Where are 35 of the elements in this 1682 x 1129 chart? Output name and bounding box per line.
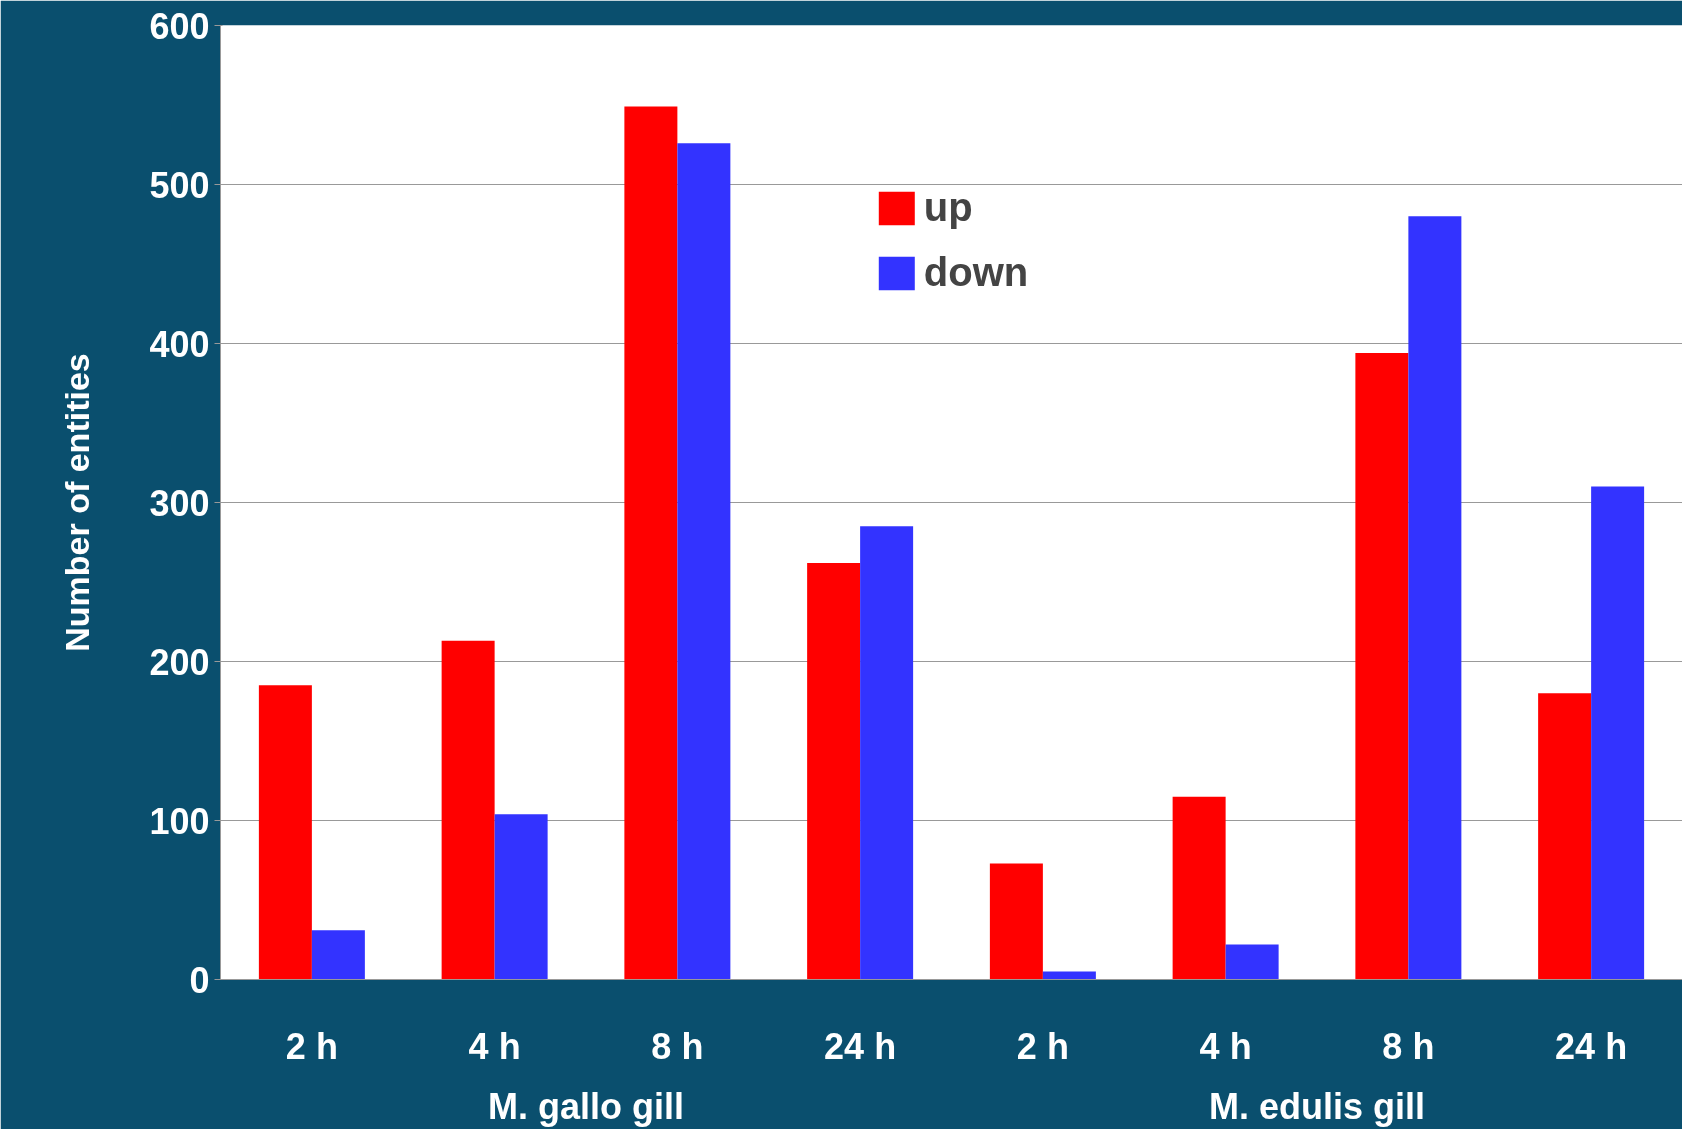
bar: [1408, 216, 1462, 980]
text: M. edulis gill: [1208, 1085, 1426, 1127]
bar: [1172, 796, 1226, 980]
y-tick-label: 400: [149, 323, 210, 365]
bar: [989, 863, 1043, 980]
bar: [1538, 693, 1592, 980]
x-tick-label: 4 h: [1199, 1025, 1252, 1067]
y-tick-label: 100: [149, 800, 210, 842]
x-tick-label: 2 h: [285, 1025, 338, 1067]
bar: [311, 930, 365, 980]
y-tick-label: 500: [149, 164, 210, 206]
bar: [1225, 944, 1279, 980]
x-tick-label: 2 h: [1016, 1025, 1069, 1067]
bar: [677, 143, 731, 980]
y-tick-label: 0: [189, 959, 210, 1001]
y-axis-title: Number of entities: [58, 353, 97, 652]
y-tick-label: 300: [149, 482, 210, 524]
bar: [1591, 486, 1645, 980]
y-tick-label: 600: [149, 5, 210, 47]
x-tick-label: 24 h: [824, 1025, 897, 1067]
bar: [494, 814, 548, 980]
bar: [1355, 353, 1409, 980]
x-tick-label: 8 h: [1382, 1025, 1435, 1067]
bar: [624, 106, 678, 980]
legend-label: down: [923, 250, 1029, 295]
x-tick-label: 24 h: [1555, 1025, 1628, 1067]
bar: [860, 526, 914, 980]
x-tick-label: 8 h: [651, 1025, 704, 1067]
y-tick-label: 200: [149, 641, 210, 683]
bar: [807, 562, 861, 980]
bar: [441, 640, 495, 980]
bar: [258, 685, 312, 980]
x-tick-label: 4 h: [468, 1025, 521, 1067]
legend-label: up: [923, 185, 973, 230]
text: M. gallo gill: [488, 1085, 684, 1127]
